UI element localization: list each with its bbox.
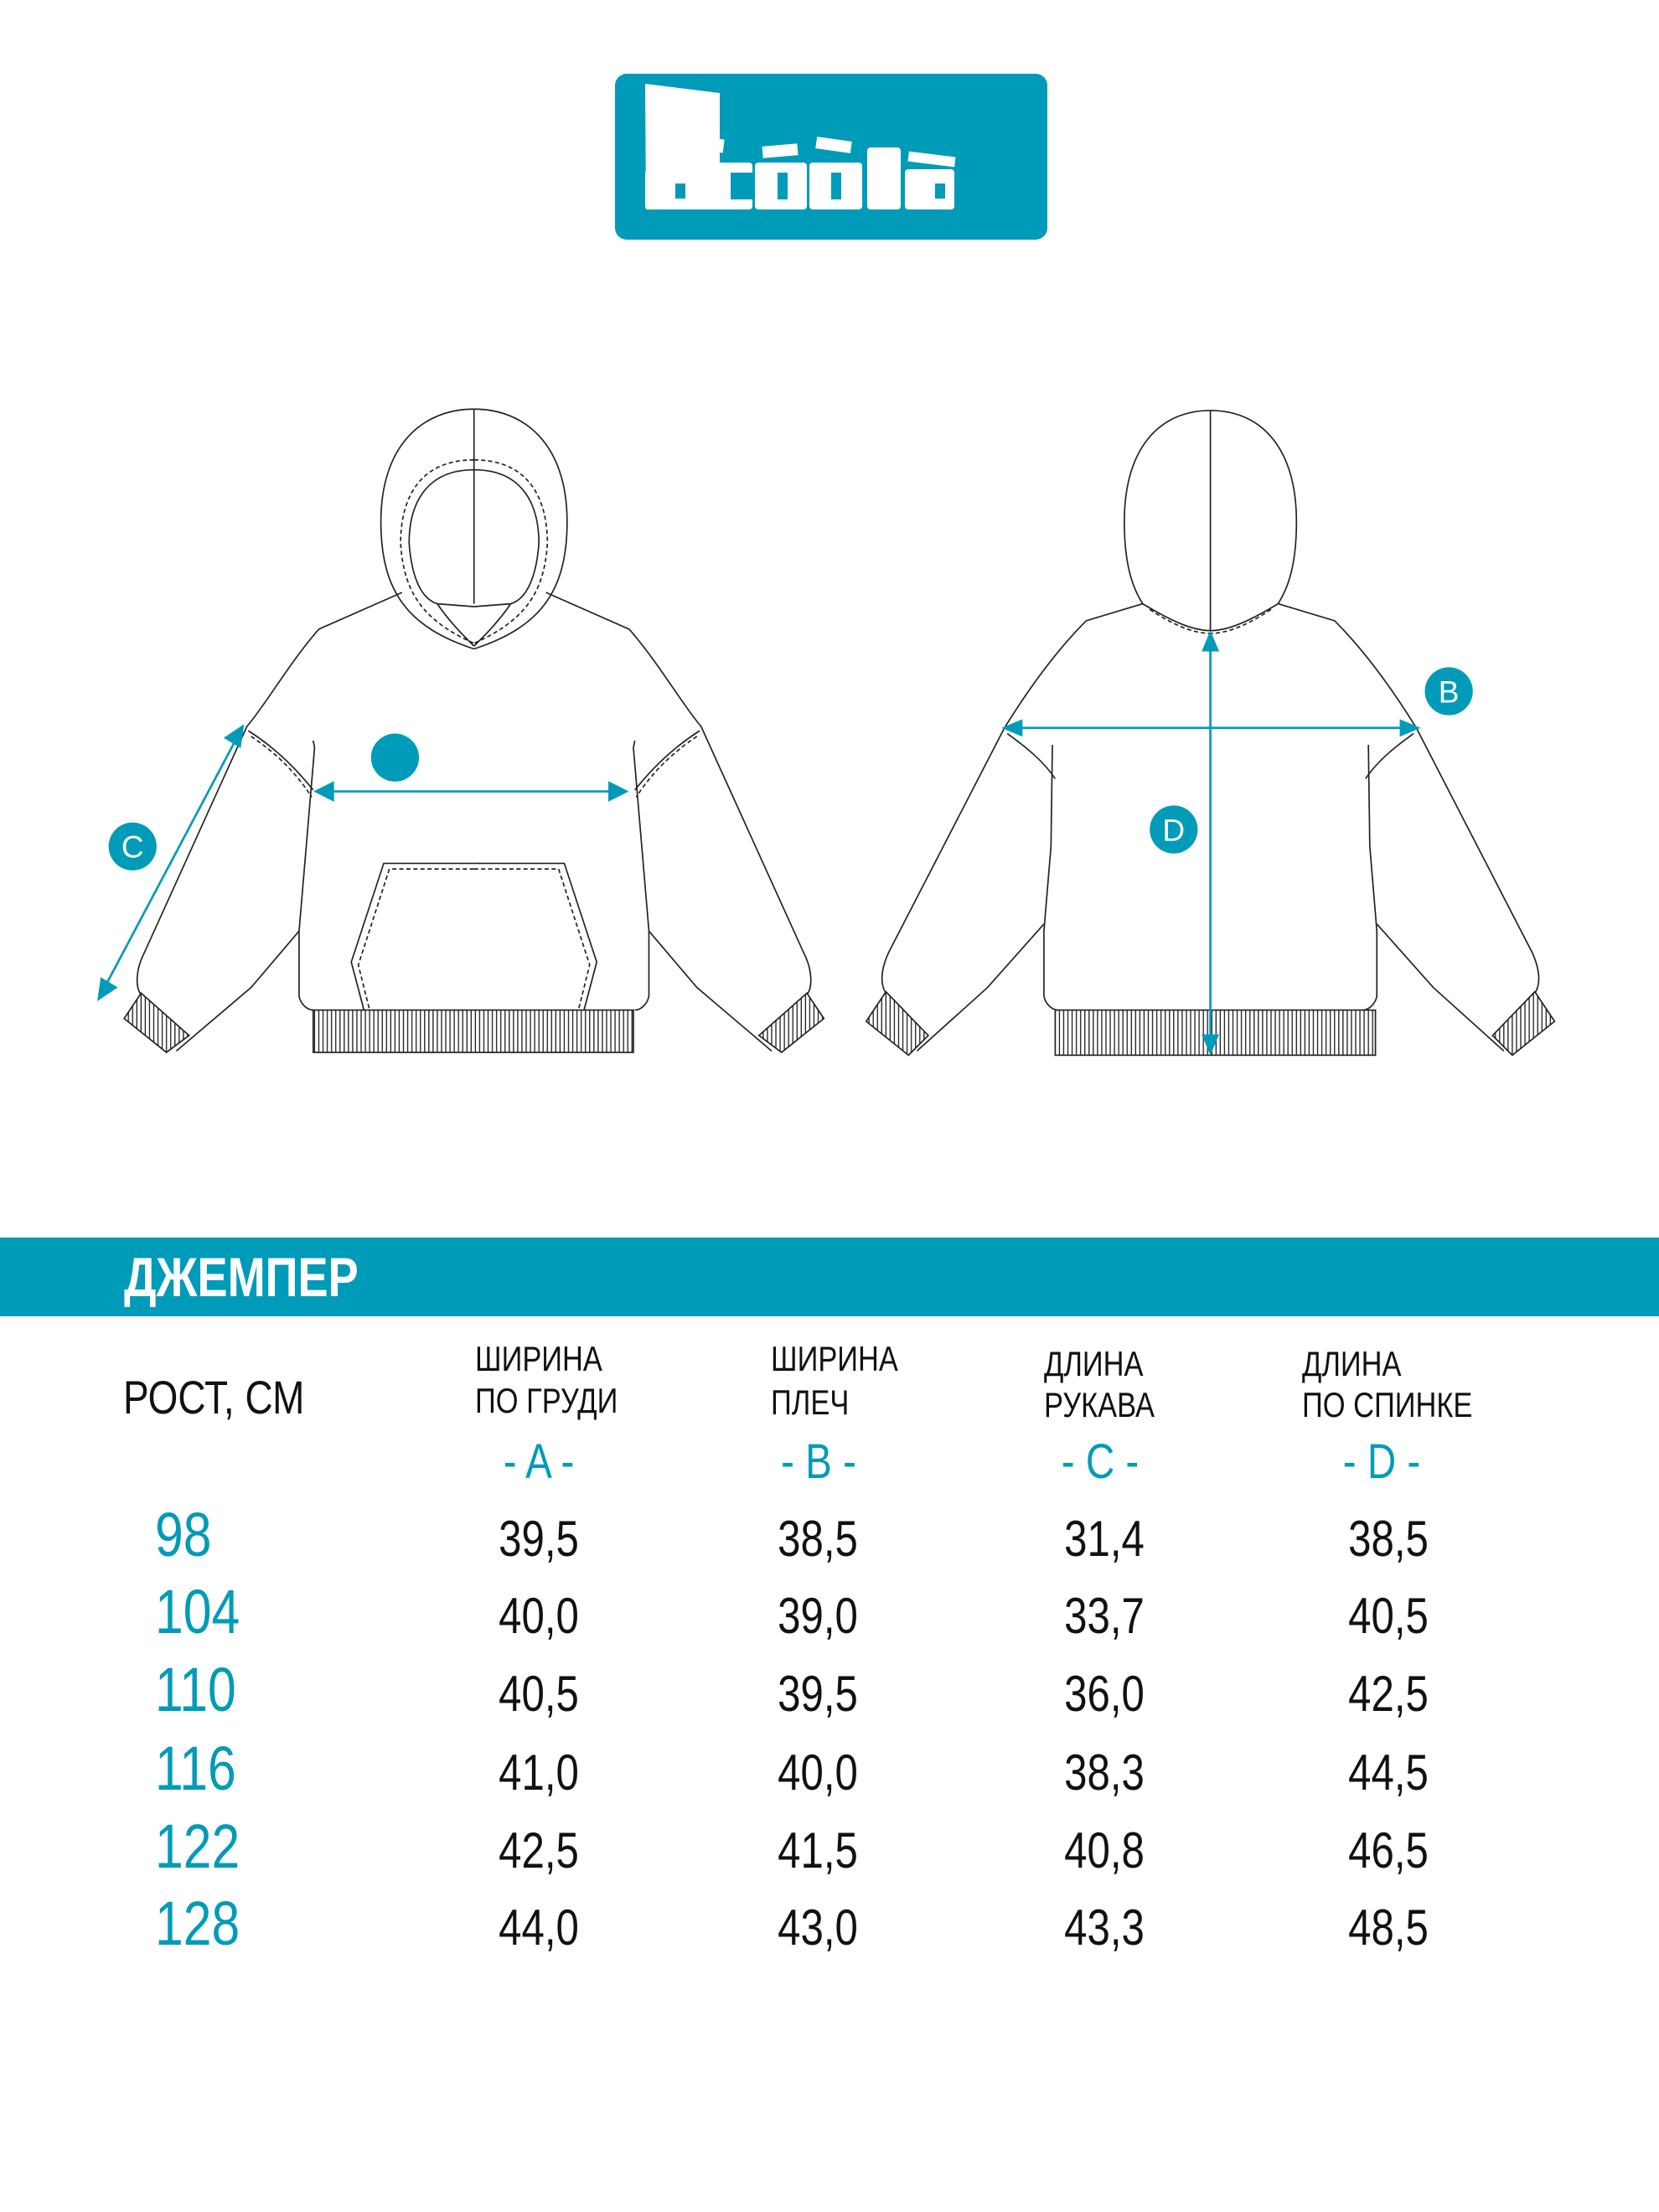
column-b-header-line2: ПЛЕЧ bbox=[771, 1382, 850, 1422]
arrow-right-icon bbox=[1399, 719, 1421, 737]
column-c-header-line2: РУКАВА bbox=[1044, 1385, 1155, 1424]
measurement-cell: 38,5 bbox=[778, 1511, 858, 1567]
arrow-up-icon bbox=[223, 724, 245, 748]
measurement-cell: 40,0 bbox=[499, 1588, 579, 1644]
height-value: 122 bbox=[155, 1811, 240, 1881]
measurement-cell: 39,0 bbox=[778, 1588, 858, 1644]
measurement-cell: 43,3 bbox=[1064, 1899, 1145, 1956]
marker-c-label: C bbox=[121, 830, 144, 865]
marker-b-circle bbox=[1424, 667, 1473, 716]
height-value: 110 bbox=[155, 1655, 236, 1724]
column-a-letter: - A - bbox=[503, 1434, 575, 1489]
product-banner: ДЖЕМПЕР bbox=[0, 1238, 1659, 1316]
measurement-cell: 33,7 bbox=[1064, 1588, 1145, 1644]
measurement-cell: 31,4 bbox=[1064, 1511, 1145, 1567]
arrow-up-icon bbox=[1202, 630, 1220, 652]
measurement-cell: 38,3 bbox=[1064, 1744, 1145, 1801]
column-b-header-line1: ШИРИНА bbox=[771, 1339, 898, 1378]
measurement-cell: 40,5 bbox=[499, 1666, 579, 1722]
marker-c-circle bbox=[108, 822, 157, 871]
brand-logo bbox=[615, 74, 1047, 240]
measurement-cell: 39,5 bbox=[778, 1666, 858, 1722]
measurement-cell: 48,5 bbox=[1348, 1899, 1429, 1956]
height-value: 98 bbox=[155, 1500, 212, 1569]
measurement-cell: 44,0 bbox=[499, 1899, 579, 1956]
measurement-cell: 39,5 bbox=[499, 1511, 579, 1567]
measurement-cell: 38,5 bbox=[1348, 1511, 1429, 1567]
column-b-letter: - B - bbox=[781, 1434, 856, 1489]
measurement-cell: 40,5 bbox=[1348, 1588, 1429, 1644]
column-a-header-line1: ШИРИНА bbox=[475, 1339, 602, 1378]
column-d-header-line1: ДЛИНА bbox=[1302, 1344, 1402, 1383]
measurement-cell: 41,0 bbox=[499, 1744, 579, 1801]
arrow-right-icon bbox=[608, 781, 629, 802]
measurement-cell: 43,0 bbox=[778, 1899, 858, 1956]
height-header: РОСТ, СМ bbox=[123, 1371, 305, 1424]
front-view bbox=[123, 408, 825, 1054]
measurement-cell: 46,5 bbox=[1348, 1822, 1429, 1879]
logo-wordmark bbox=[645, 84, 956, 209]
height-value: 104 bbox=[155, 1577, 240, 1646]
marker-a-circle bbox=[370, 733, 420, 782]
measure-c-line bbox=[101, 731, 241, 994]
product-title: ДЖЕМПЕР bbox=[124, 1246, 359, 1308]
back-view bbox=[865, 410, 1556, 1057]
measurement-cell: 44,5 bbox=[1348, 1744, 1429, 1801]
column-c-letter: - C - bbox=[1061, 1434, 1140, 1489]
arrow-down-icon bbox=[1202, 1034, 1220, 1056]
column-a-header-line2: ПО ГРУДИ bbox=[475, 1381, 618, 1420]
column-c-header-line1: ДЛИНА bbox=[1044, 1344, 1144, 1383]
marker-a-label: A bbox=[457, 742, 475, 777]
measurement-cell: 41,5 bbox=[778, 1822, 858, 1879]
marker-d-label: D bbox=[1162, 812, 1185, 847]
arrow-left-icon bbox=[313, 781, 334, 802]
measurement-cell: 42,5 bbox=[499, 1822, 579, 1879]
column-d-header-line2: ПО СПИНКЕ bbox=[1302, 1385, 1473, 1424]
measurement-cell: 36,0 bbox=[1064, 1666, 1145, 1722]
arrow-left-icon bbox=[1001, 719, 1023, 737]
marker-b-label: B bbox=[1439, 674, 1460, 709]
measurement-cell: 42,5 bbox=[1348, 1666, 1429, 1722]
height-value: 116 bbox=[155, 1734, 236, 1803]
measurement-cell: 40,0 bbox=[778, 1744, 858, 1801]
marker-d-circle bbox=[1150, 805, 1198, 854]
measurement-cell: 40,8 bbox=[1064, 1822, 1145, 1879]
column-d-letter: - D - bbox=[1342, 1434, 1421, 1489]
height-value: 128 bbox=[155, 1889, 240, 1958]
arrow-down-icon bbox=[97, 977, 118, 1001]
